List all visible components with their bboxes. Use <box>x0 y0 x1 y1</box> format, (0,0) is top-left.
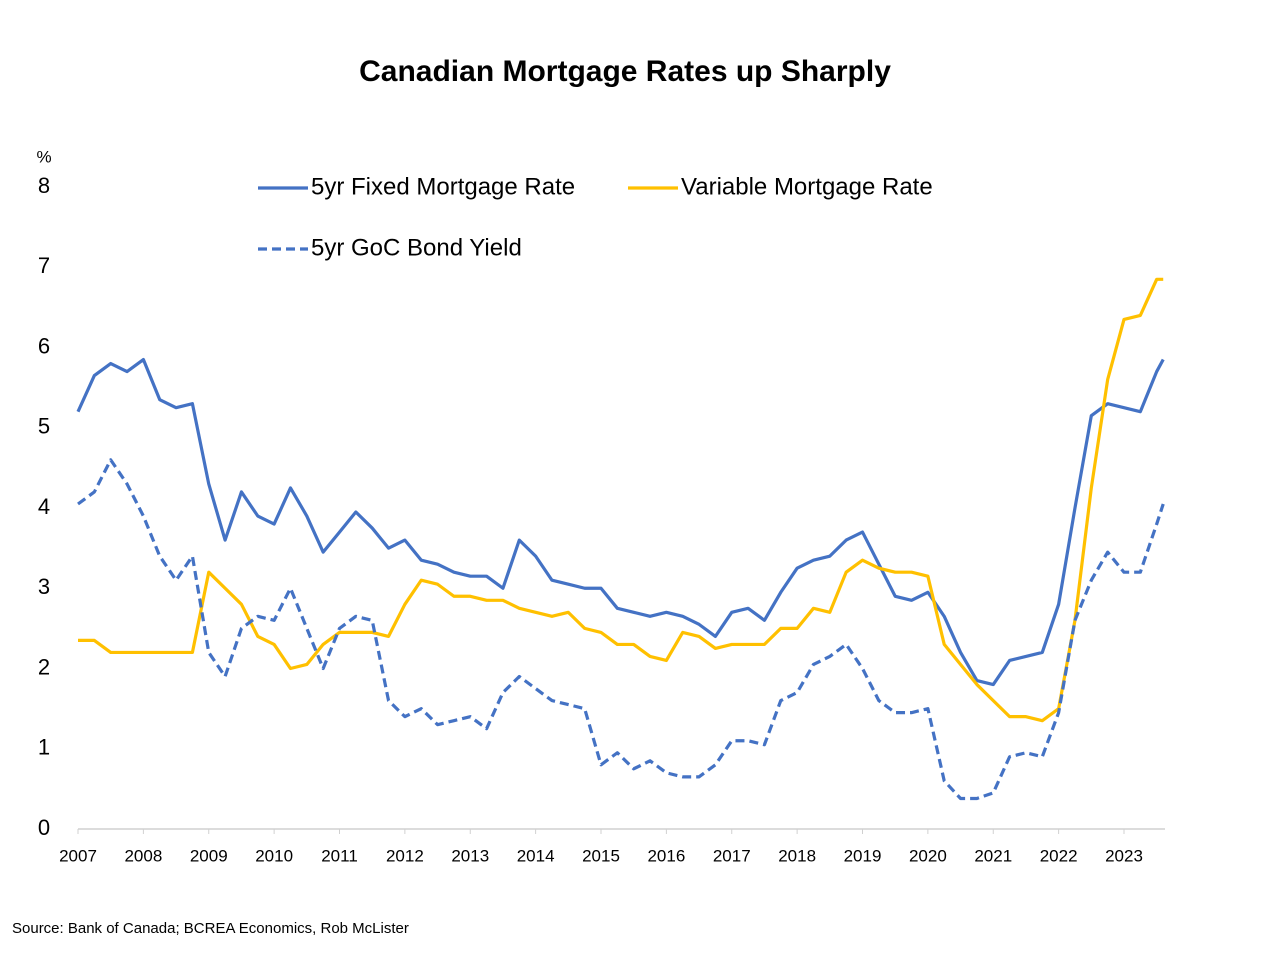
x-tick-label: 2011 <box>321 846 358 865</box>
series-line <box>78 277 1164 723</box>
legend-label: Variable Mortgage Rate <box>681 173 933 200</box>
x-tick-label: 2020 <box>909 846 947 865</box>
y-tick-label: 4 <box>38 494 50 519</box>
y-tick-label: 8 <box>38 173 50 198</box>
x-tick-label: 2009 <box>190 846 228 865</box>
legend-label: 5yr Fixed Mortgage Rate <box>311 173 575 200</box>
series-line <box>76 357 1165 687</box>
x-tick-label: 2017 <box>713 846 751 865</box>
y-tick-label: 5 <box>38 414 50 439</box>
chart-title: Canadian Mortgage Rates up Sharply <box>359 55 891 88</box>
y-tick-label: 2 <box>38 654 50 679</box>
x-tick-label: 2018 <box>778 846 816 865</box>
x-tick-label: 2021 <box>974 846 1012 865</box>
x-tick-label: 2022 <box>1040 846 1078 865</box>
source-note: Source: Bank of Canada; BCREA Economics,… <box>12 920 409 937</box>
x-tick-label: 2008 <box>124 846 162 865</box>
legend-label: 5yr GoC Bond Yield <box>311 234 522 261</box>
x-tick-label: 2015 <box>582 846 620 865</box>
y-unit: % <box>36 147 51 166</box>
x-tick-label: 2007 <box>59 846 97 865</box>
series-line <box>77 458 1165 801</box>
y-tick-label: 3 <box>38 574 50 599</box>
x-tick-label: 2010 <box>255 846 293 865</box>
x-tick-label: 2014 <box>517 846 555 865</box>
y-tick-label: 1 <box>38 735 50 760</box>
x-tick-label: 2019 <box>844 846 882 865</box>
y-tick-label: 6 <box>38 333 50 358</box>
x-tick-label: 2016 <box>647 846 685 865</box>
y-tick-label: 0 <box>38 815 50 840</box>
x-tick-label: 2013 <box>451 846 489 865</box>
x-tick-label: 2023 <box>1105 846 1143 865</box>
y-tick-label: 7 <box>38 253 50 278</box>
x-tick-label: 2012 <box>386 846 424 865</box>
